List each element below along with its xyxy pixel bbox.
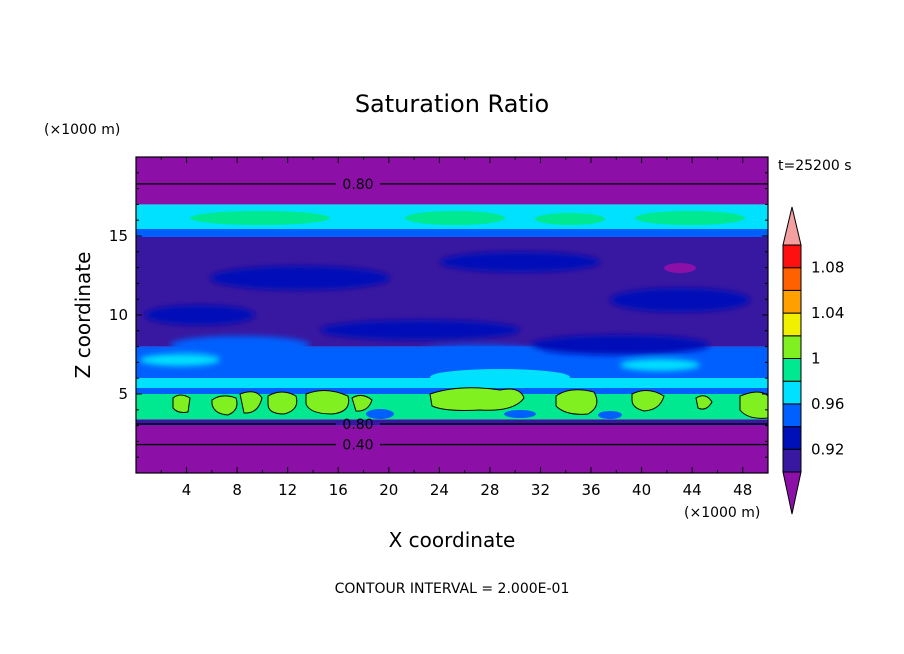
x-tick-label: 44 [683,481,702,499]
contour-label: 0.80 [342,177,373,193]
y-tick-label: 15 [109,227,128,245]
cloud-patch [239,391,263,414]
colorbar-swatch [782,335,802,359]
cyan-band-patch [635,211,745,225]
contour-interval-footer: CONTOUR INTERVAL = 2.000E-01 [335,581,570,597]
x-tick-label: 40 [632,481,651,499]
y-tick-label: 5 [118,385,128,403]
cloud-patch [429,387,525,411]
colorbar-swatch [782,267,802,291]
x-unit-label: (×1000 m) [684,505,760,521]
y-axis-label: Z coordinate [71,252,95,379]
colorbar-swatch [782,312,802,337]
cloud-base-fringe [598,411,622,419]
x-tick-label: 16 [329,481,348,499]
cloud-patch [267,391,298,415]
cloud-patch [695,395,713,410]
cloud-patch [211,395,238,416]
mid-streak [530,335,710,355]
blue-layer [136,229,768,237]
cloud-patch [305,390,350,415]
colorbar-label: 1.04 [811,304,844,322]
x-tick-label: 4 [182,481,192,499]
mid-streak [620,359,700,371]
cloud-base-fringe [504,410,536,418]
colorbar-swatch [782,358,802,382]
cyan-transition [430,369,570,385]
cloud-patch [555,389,598,415]
x-tick-label: 12 [278,481,297,499]
colorbar: 1.08 1.04 1 0.96 0.92 [782,206,844,515]
x-tick-label: 36 [581,481,600,499]
field-band-1 [136,419,768,426]
field-features [136,211,768,419]
low-saturation-pocket [664,263,696,273]
cloud-patch [172,394,191,413]
colorbar-swatch [782,289,802,314]
cyan-band-patch [405,211,505,225]
chart-title: Saturation Ratio [355,90,549,118]
colorbar-swatch [782,426,802,450]
x-tick-label: 48 [733,481,752,499]
x-tick-label: 28 [480,481,499,499]
colorbar-swatch [782,244,802,269]
mid-streak [440,252,600,272]
cloud-base-fringe [366,409,394,419]
mid-streak [420,345,540,359]
cloud-patch [351,394,373,412]
mid-streak [140,354,220,366]
x-tick-label: 20 [379,481,398,499]
cloud-patch [739,391,768,419]
mid-streak [320,320,520,340]
field-band-6 [136,157,768,205]
field-band-0 [136,425,768,473]
contour-label: 0.80 [342,417,373,433]
cyan-band-patch [190,211,330,225]
z-unit-label: (×1000 m) [44,122,120,138]
time-label: t=25200 s [778,158,852,174]
plot-area: 0.80 0.80 0.40 [136,157,768,473]
mid-streak [145,305,255,325]
cloud-patch [631,390,665,412]
mid-streak [170,336,310,354]
colorbar-label: 0.92 [811,440,844,458]
x-tick-label: 32 [531,481,550,499]
colorbar-label: 1 [811,350,821,368]
colorbar-label: 0.96 [811,395,844,413]
cyan-band-patch [535,213,605,225]
x-tick-label: 24 [430,481,449,499]
x-axis-label: X coordinate [389,528,516,552]
colorbar-low-extension [782,471,802,515]
colorbar-high-extension [782,206,802,246]
x-tick-label: 8 [232,481,242,499]
mid-streak [210,266,390,290]
colorbar-swatch [782,380,802,405]
colorbar-swatch [782,403,802,428]
contour-label: 0.40 [342,438,373,454]
colorbar-swatch [782,448,802,473]
y-tick-label: 10 [109,306,128,324]
colorbar-label: 1.08 [811,259,844,277]
mid-streak [610,288,750,312]
cyan-transition [136,378,768,388]
